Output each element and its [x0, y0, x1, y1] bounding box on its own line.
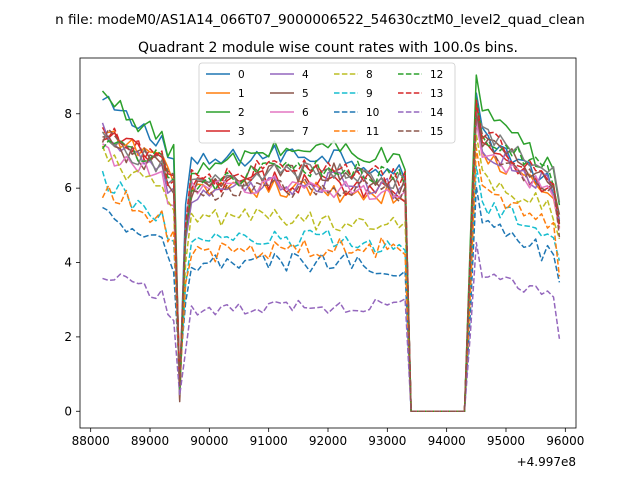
legend-label: 10: [366, 107, 379, 119]
legend-label: 7: [302, 126, 309, 138]
x-offset-label: +4.997e8: [517, 455, 576, 469]
legend-label: 15: [430, 126, 443, 138]
y-tick-label: 6: [64, 181, 72, 195]
x-tick-label: 90000: [190, 434, 228, 448]
legend-label: 8: [366, 69, 373, 81]
x-tick-label: 96000: [546, 434, 584, 448]
x-tick-label: 92000: [309, 434, 347, 448]
x-tick-label: 89000: [131, 434, 169, 448]
legend-label: 2: [238, 107, 245, 119]
series-line-13: [102, 99, 561, 413]
legend-label: 14: [430, 107, 444, 119]
series-line-15: [101, 115, 561, 413]
legend-label: 1: [238, 88, 245, 100]
x-tick-label: 95000: [487, 434, 525, 448]
y-tick-label: 0: [64, 404, 72, 418]
x-tick-label: 88000: [72, 434, 110, 448]
legend-label: 3: [238, 126, 245, 138]
legend-label: 12: [430, 69, 443, 81]
legend-label: 9: [366, 88, 373, 100]
y-axis: 0 2 4 6 8: [64, 107, 80, 418]
legend-label: 0: [238, 69, 245, 81]
legend-label: 6: [302, 107, 309, 119]
x-tick-label: 94000: [428, 434, 466, 448]
series-line-14: [102, 241, 561, 413]
x-tick-label: 93000: [368, 434, 406, 448]
chart-suptitle: n file: modeM0/AS1A14_066T07_9000006522_…: [55, 12, 585, 28]
y-tick-label: 4: [64, 256, 72, 270]
y-tick-label: 2: [64, 330, 72, 344]
legend-label: 11: [366, 126, 379, 138]
x-axis: 88000 89000 90000 91000 92000 93000 94000 95000…: [72, 428, 584, 448]
x-tick-label: 91000: [250, 434, 288, 448]
series-layer: [101, 74, 561, 413]
legend-frame: [198, 62, 456, 144]
chart-title: Quadrant 2 module wise count rates with …: [138, 40, 518, 56]
y-tick-label: 8: [64, 107, 72, 121]
legend-label: 4: [302, 69, 309, 81]
legend-label: 13: [430, 88, 443, 100]
legend-label: 5: [302, 88, 309, 100]
